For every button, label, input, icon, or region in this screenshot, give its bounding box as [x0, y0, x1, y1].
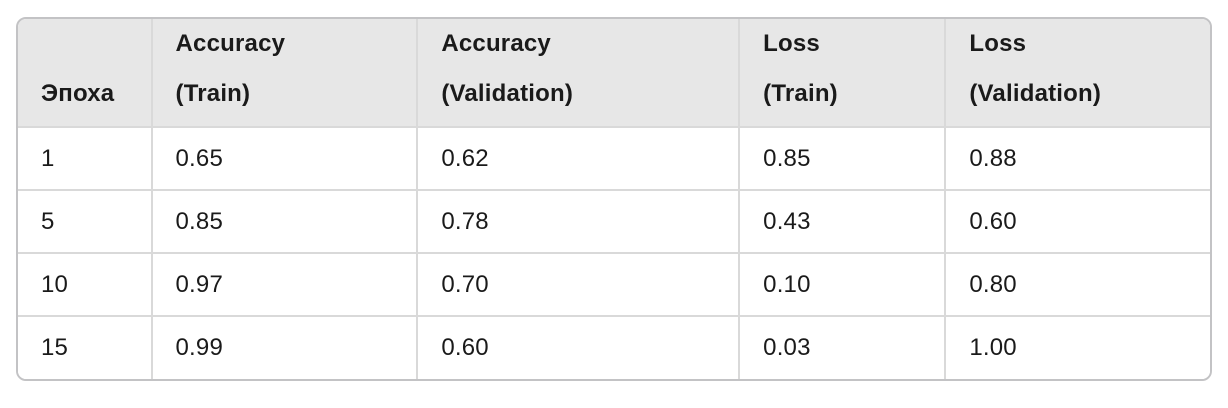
cell-epoch: 5 — [18, 189, 153, 254]
cell-loss-train: 0.85 — [738, 126, 947, 191]
cell-loss-train: 0.03 — [738, 315, 947, 379]
column-header-accuracy-validation: Accuracy (Validation) — [416, 19, 741, 128]
cell-epoch: 10 — [18, 252, 153, 317]
cell-epoch: 1 — [18, 126, 153, 191]
cell-loss-validation: 1.00 — [944, 315, 1210, 379]
cell-loss-train: 0.10 — [738, 252, 947, 317]
column-header-loss-validation-label: Loss — [969, 30, 1027, 57]
cell-accuracy-train: 0.65 — [150, 126, 419, 191]
column-header-epoch: Эпоха — [18, 19, 153, 128]
cell-accuracy-validation: 0.62 — [416, 126, 741, 191]
table-row: 10 0.97 0.70 0.10 0.80 — [18, 252, 1210, 317]
column-header-loss-validation: Loss (Validation) — [944, 19, 1210, 128]
cell-accuracy-validation: 0.78 — [416, 189, 741, 254]
training-metrics-table: Эпоха Accuracy (Train) Accuracy (Validatio… — [16, 17, 1212, 381]
table-row: 5 0.85 0.78 0.43 0.60 — [18, 189, 1210, 254]
metrics-table: Эпоха Accuracy (Train) Accuracy (Validatio… — [18, 19, 1210, 379]
cell-loss-train: 0.43 — [738, 189, 947, 254]
column-header-loss-train: Loss (Train) — [738, 19, 947, 128]
column-header-accuracy-train-sublabel: (Train) — [175, 80, 251, 107]
header-row: Эпоха Accuracy (Train) Accuracy (Validatio… — [18, 19, 1210, 128]
cell-loss-validation: 0.60 — [944, 189, 1210, 254]
cell-accuracy-train: 0.85 — [150, 189, 419, 254]
column-header-accuracy-train-label: Accuracy — [175, 30, 286, 57]
cell-accuracy-validation: 0.60 — [416, 315, 741, 379]
column-header-accuracy-validation-sublabel: (Validation) — [441, 80, 574, 107]
column-header-loss-validation-sublabel: (Validation) — [969, 80, 1102, 107]
cell-epoch: 15 — [18, 315, 153, 379]
column-header-accuracy-validation-label: Accuracy — [441, 30, 551, 57]
cell-accuracy-train: 0.97 — [150, 252, 419, 317]
cell-accuracy-train: 0.99 — [150, 315, 419, 379]
cell-accuracy-validation: 0.70 — [416, 252, 741, 317]
column-header-loss-train-sublabel: (Train) — [763, 80, 838, 107]
cell-loss-validation: 0.80 — [944, 252, 1210, 317]
cell-loss-validation: 0.88 — [944, 126, 1210, 191]
column-header-accuracy-train: Accuracy (Train) — [150, 19, 419, 128]
table-row: 15 0.99 0.60 0.03 1.00 — [18, 315, 1210, 379]
table-row: 1 0.65 0.62 0.85 0.88 — [18, 126, 1210, 191]
column-header-epoch-label: Эпоха — [41, 80, 115, 107]
column-header-loss-train-label: Loss — [763, 30, 820, 57]
